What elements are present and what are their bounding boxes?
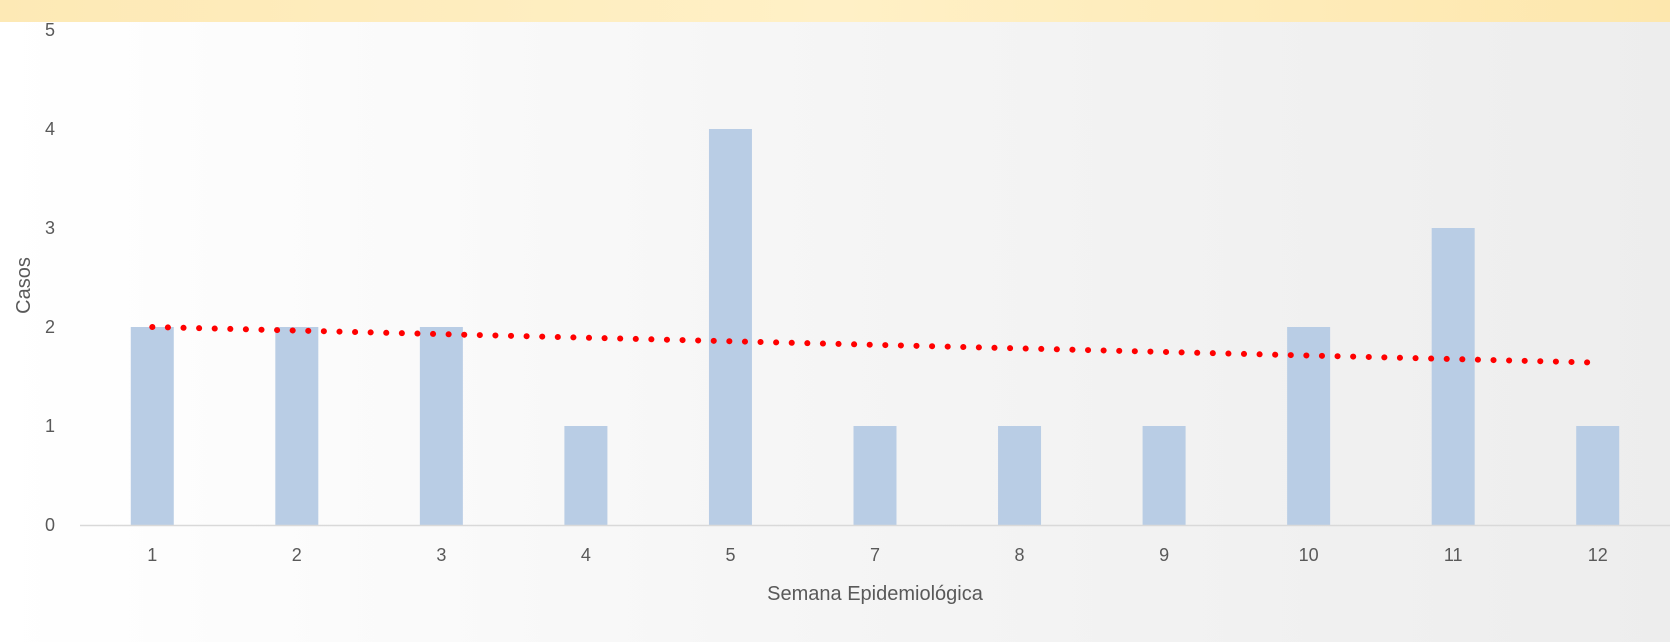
- x-tick-label: 11: [1444, 545, 1463, 565]
- x-axis-ticks: 1 2 3 4 5 7 8 9 10 11 12: [147, 545, 1607, 565]
- y-axis-ticks: 0 1 2 3 4 5: [45, 20, 55, 535]
- x-tick-label: 3: [436, 545, 446, 565]
- x-tick-label: 1: [147, 545, 157, 565]
- y-tick-label: 0: [45, 515, 55, 535]
- x-tick-label: 7: [870, 545, 880, 565]
- y-tick-label: 3: [45, 218, 55, 238]
- bar-week-2: [275, 327, 319, 525]
- bar-week-8: [998, 426, 1042, 525]
- bar-week-5: [708, 129, 752, 525]
- x-tick-label: 5: [725, 545, 735, 565]
- y-tick-label: 1: [45, 416, 55, 436]
- x-tick-label: 9: [1159, 545, 1169, 565]
- y-tick-label: 4: [45, 119, 55, 139]
- x-axis-title: Semana Epidemiológica: [767, 583, 984, 605]
- bars: [130, 129, 1620, 525]
- bar-week-10: [1287, 327, 1331, 525]
- bar-week-9: [1142, 426, 1186, 525]
- bar-week-7: [853, 426, 897, 525]
- x-tick-label: 8: [1015, 545, 1025, 565]
- y-tick-label: 5: [45, 20, 55, 40]
- top-decorative-band: [0, 0, 1670, 22]
- bar-week-4: [564, 426, 608, 525]
- bar-week-12: [1576, 426, 1620, 525]
- x-tick-label: 10: [1299, 545, 1319, 565]
- bar-week-3: [419, 327, 463, 525]
- bar-week-1: [130, 327, 174, 525]
- trendline-linear: [149, 324, 1601, 366]
- x-tick-label: 2: [292, 545, 302, 565]
- x-tick-label: 4: [581, 545, 591, 565]
- x-tick-label: 12: [1588, 545, 1608, 565]
- y-axis-title: Casos: [13, 257, 35, 314]
- trendline: [149, 324, 1601, 366]
- bar-week-11: [1431, 228, 1475, 525]
- y-tick-label: 2: [45, 317, 55, 337]
